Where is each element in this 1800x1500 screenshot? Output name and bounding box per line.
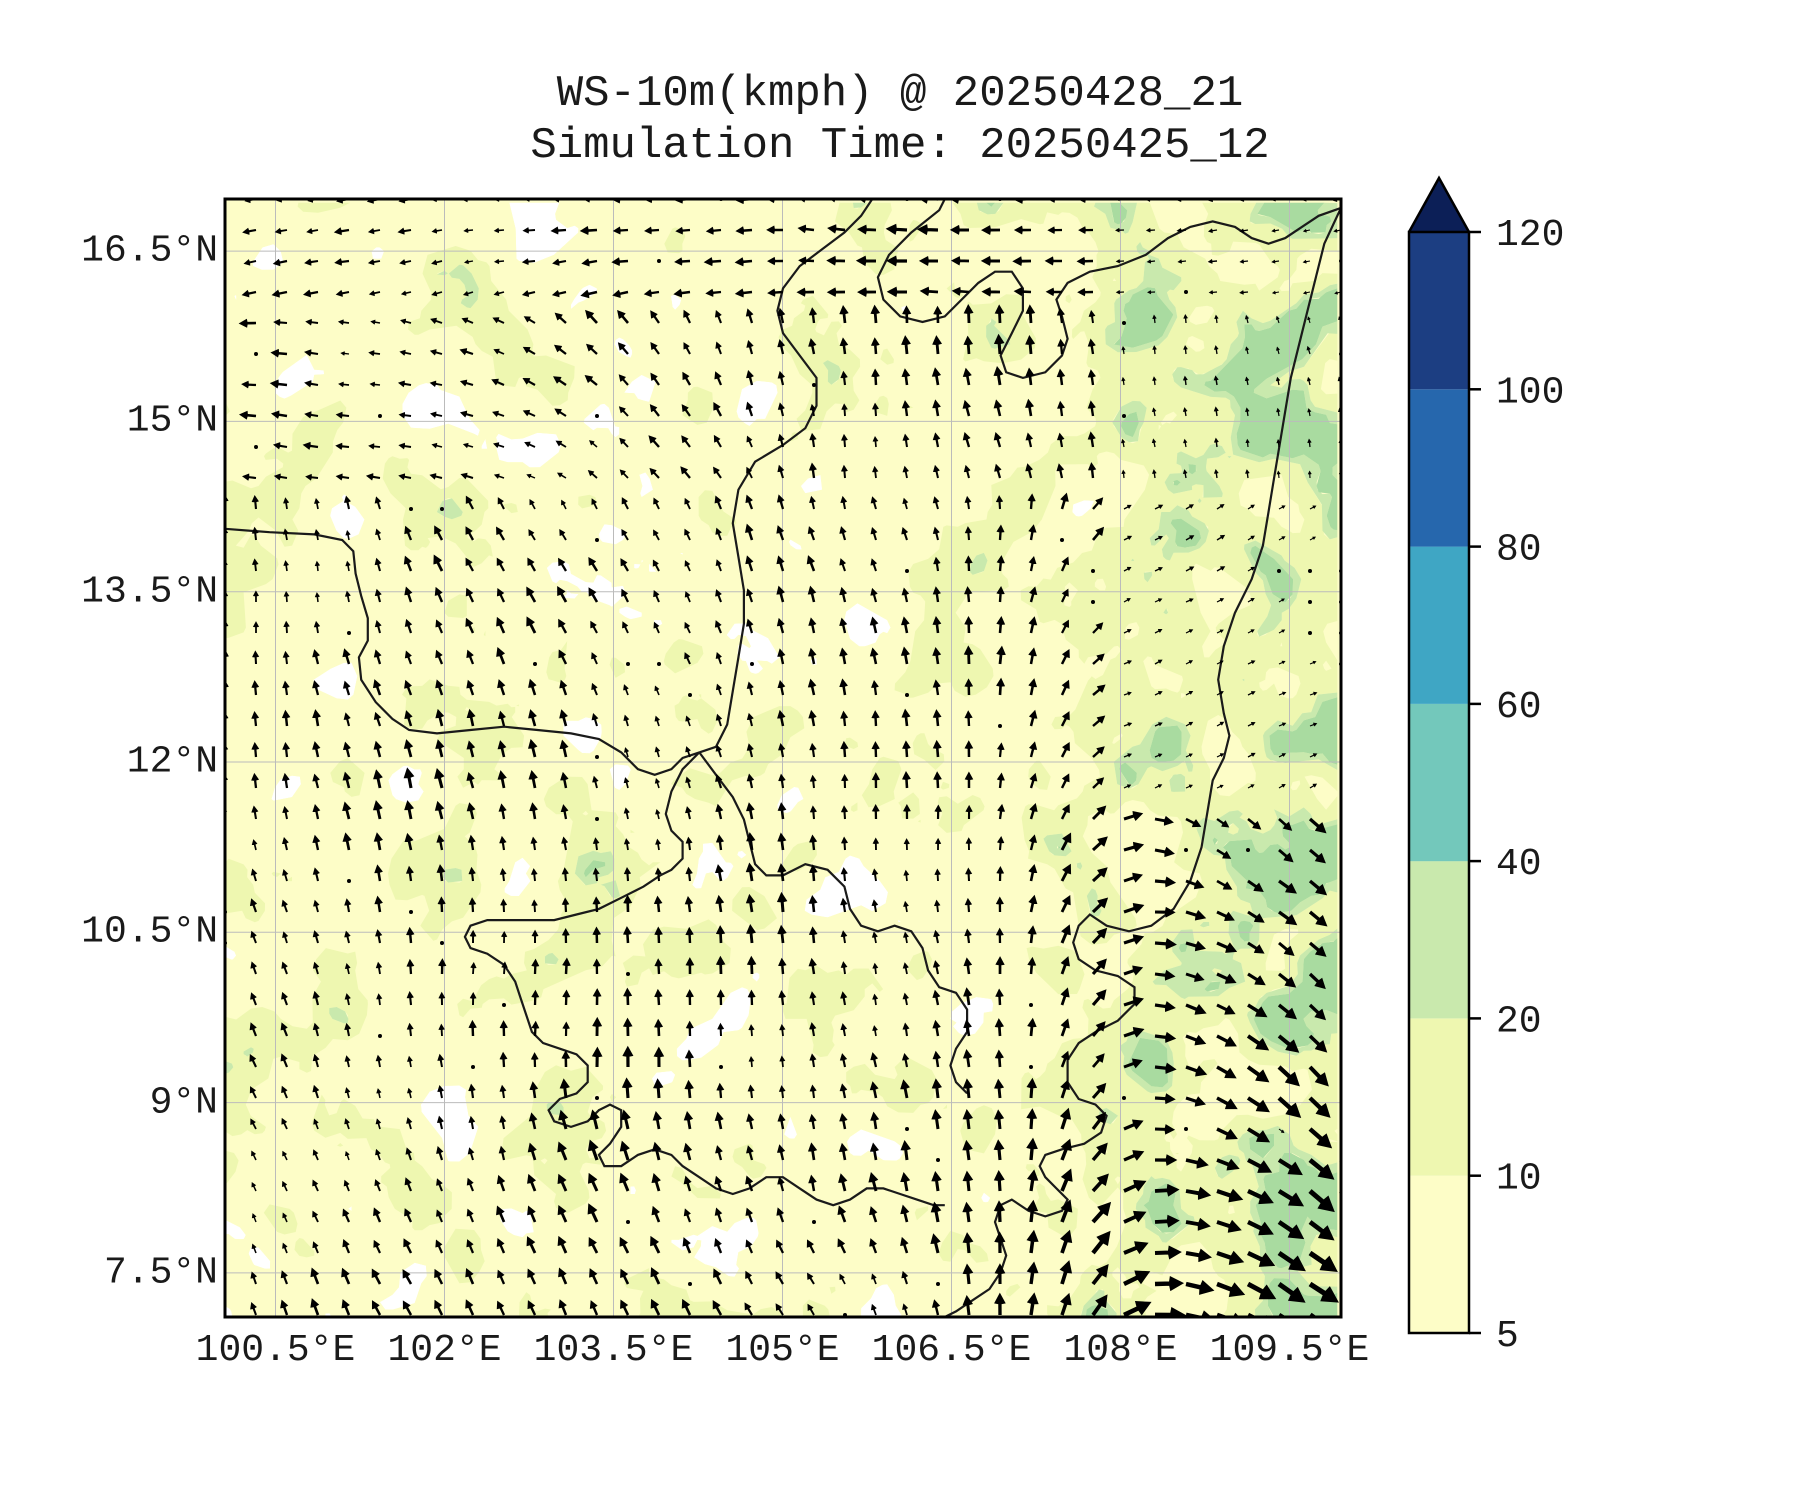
svg-text:60: 60	[1496, 686, 1542, 729]
svg-text:40: 40	[1496, 843, 1542, 886]
svg-text:120: 120	[1496, 214, 1564, 257]
svg-text:80: 80	[1496, 529, 1542, 572]
svg-text:20: 20	[1496, 1000, 1542, 1043]
svg-text:100: 100	[1496, 371, 1564, 414]
svg-text:10: 10	[1496, 1158, 1542, 1201]
svg-text:5: 5	[1496, 1315, 1519, 1358]
